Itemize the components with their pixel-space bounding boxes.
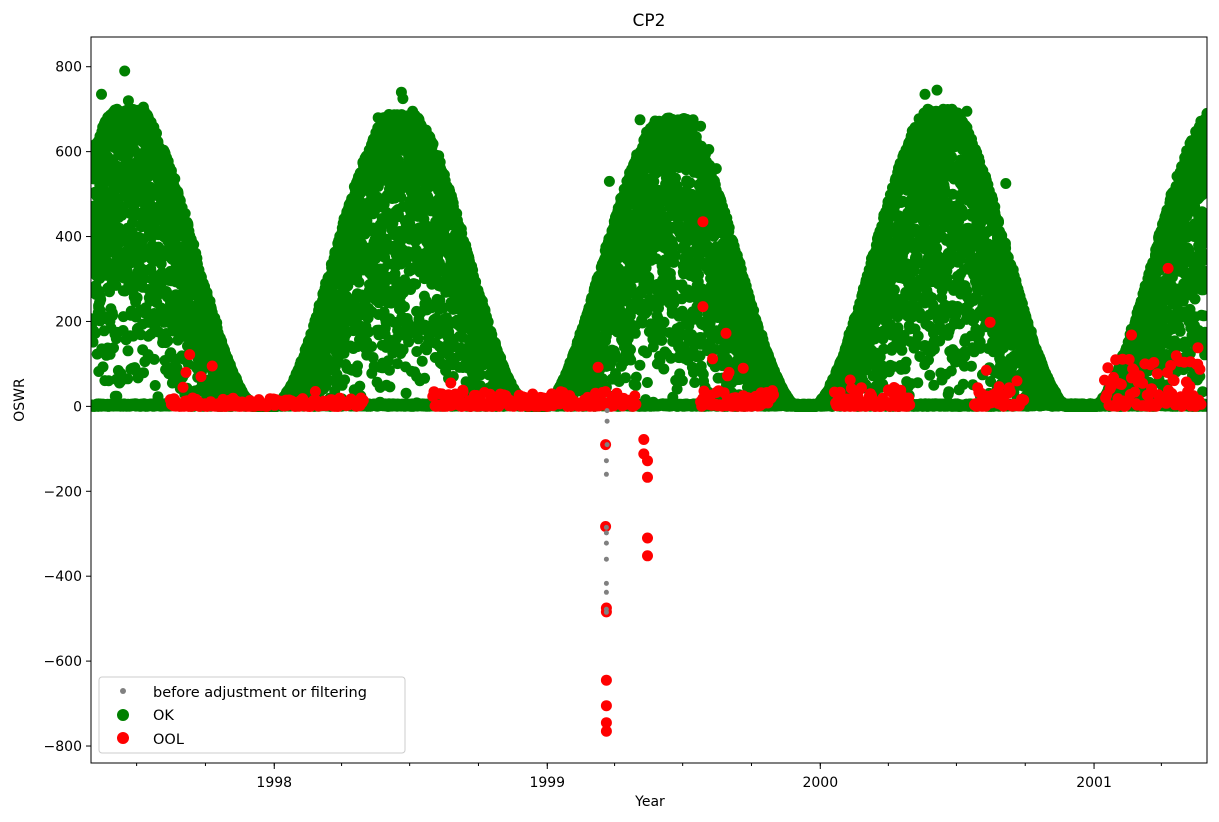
ok-point xyxy=(353,276,365,288)
ok-point xyxy=(126,217,138,229)
ok-point xyxy=(138,367,149,379)
ok-point xyxy=(451,208,463,219)
ok-point xyxy=(91,336,99,348)
ok-point xyxy=(339,374,351,386)
ok-point xyxy=(419,372,431,384)
ok-point xyxy=(416,355,428,367)
ok-point xyxy=(354,380,366,392)
ok-point xyxy=(427,138,439,150)
ok-point xyxy=(149,380,161,391)
ok-point xyxy=(91,327,101,339)
ok-point xyxy=(122,373,134,385)
ok-point xyxy=(162,335,174,347)
ok-point xyxy=(352,360,363,372)
ok-point xyxy=(412,333,424,345)
chart-title: CP2 xyxy=(633,11,666,31)
ok-point xyxy=(94,296,106,308)
ok-point xyxy=(398,301,410,313)
ok-point xyxy=(108,342,119,354)
ok-point xyxy=(106,307,118,319)
ok-point xyxy=(366,341,378,353)
ok-point xyxy=(122,345,134,357)
ok-point xyxy=(145,265,157,276)
ok-point xyxy=(148,353,160,365)
ok-point xyxy=(131,292,143,304)
ok-point xyxy=(97,361,109,373)
ok-point xyxy=(179,208,191,219)
ok-point xyxy=(111,390,123,402)
ok-point xyxy=(384,381,396,393)
ok-point xyxy=(400,387,412,399)
ok-point xyxy=(367,352,379,363)
ok-point xyxy=(138,273,150,285)
plot-area xyxy=(90,36,1208,764)
